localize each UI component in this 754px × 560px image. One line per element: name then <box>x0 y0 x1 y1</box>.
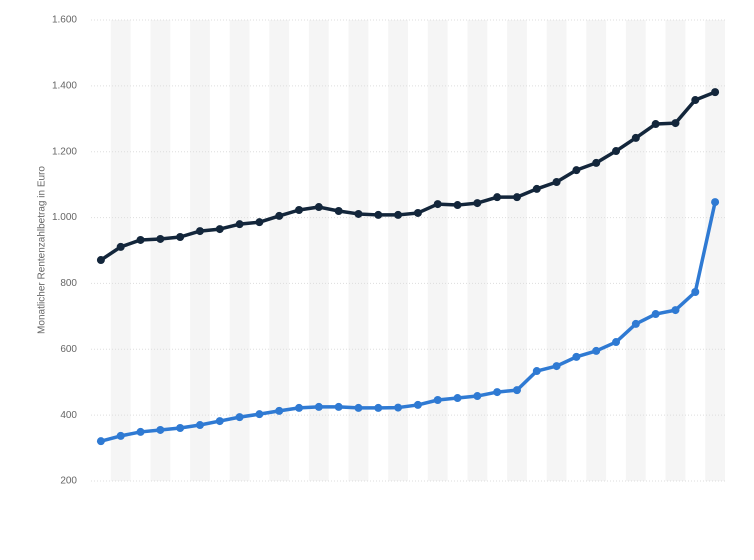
data-point <box>334 206 343 215</box>
data-point <box>136 235 145 244</box>
data-point <box>96 437 105 446</box>
data-point <box>374 210 383 219</box>
data-point <box>215 225 224 234</box>
data-point <box>473 199 482 208</box>
column-stripe <box>467 20 488 481</box>
data-point <box>592 158 601 167</box>
data-point <box>631 319 640 328</box>
data-point <box>314 402 323 411</box>
data-point <box>314 203 323 212</box>
data-point <box>592 346 601 355</box>
data-point <box>691 96 700 105</box>
data-point <box>691 287 700 296</box>
data-point <box>255 218 264 227</box>
data-point <box>275 406 284 415</box>
column-stripe <box>308 20 329 481</box>
column-stripe <box>665 20 686 481</box>
data-point <box>374 403 383 412</box>
data-point <box>275 211 284 220</box>
column-stripe <box>269 20 290 481</box>
data-point <box>354 403 363 412</box>
data-point <box>453 394 462 403</box>
column-stripe <box>388 20 408 481</box>
data-point <box>493 388 502 397</box>
column-stripe <box>546 20 567 481</box>
y-tick-label: 400 <box>60 410 77 421</box>
y-tick-label: 600 <box>60 344 77 355</box>
data-point <box>394 403 403 412</box>
data-point <box>651 120 660 129</box>
y-tick-label: 1.600 <box>52 15 77 26</box>
data-point <box>413 208 422 217</box>
data-point <box>255 410 264 419</box>
column-stripe <box>705 20 725 481</box>
data-point <box>116 242 125 251</box>
column-stripe <box>190 20 210 481</box>
data-point <box>532 184 541 193</box>
data-point <box>295 205 304 214</box>
data-point <box>651 310 660 319</box>
column-stripe <box>150 20 171 481</box>
data-point <box>552 178 561 187</box>
data-point <box>671 306 680 315</box>
data-point <box>631 133 640 142</box>
data-point <box>176 423 185 432</box>
data-point <box>156 425 165 434</box>
y-tick-label: 200 <box>60 476 77 487</box>
data-point <box>532 367 541 376</box>
column-stripe <box>229 20 250 481</box>
data-point <box>116 431 125 440</box>
data-point <box>453 201 462 210</box>
data-point <box>433 395 442 404</box>
data-point <box>572 166 581 175</box>
data-point <box>512 386 521 395</box>
data-point <box>612 338 621 347</box>
data-point <box>552 362 561 371</box>
data-point <box>433 200 442 209</box>
data-point <box>195 421 204 430</box>
data-point <box>413 400 422 409</box>
data-point <box>612 147 621 156</box>
y-axis-label: Monatlicher Rentenzahlbetrag in Euro <box>37 166 48 334</box>
y-tick-label: 1.000 <box>52 212 77 223</box>
data-point <box>473 392 482 401</box>
data-point <box>235 413 244 422</box>
data-point <box>235 220 244 229</box>
data-point <box>572 352 581 361</box>
data-point <box>334 402 343 411</box>
data-point <box>394 210 403 219</box>
data-point <box>512 193 521 202</box>
column-stripe <box>507 20 527 481</box>
column-stripe <box>625 20 646 481</box>
data-point <box>711 198 720 207</box>
data-point <box>711 88 720 97</box>
data-point <box>671 119 680 128</box>
y-tick-label: 1.200 <box>52 146 77 157</box>
data-point <box>96 256 105 265</box>
data-point <box>176 232 185 241</box>
data-point <box>215 417 224 426</box>
data-point <box>493 193 502 202</box>
column-stripe <box>586 20 607 481</box>
column-stripe <box>348 20 369 481</box>
data-point <box>195 227 204 236</box>
data-point <box>295 403 304 412</box>
data-point <box>354 209 363 218</box>
data-point <box>136 427 145 436</box>
column-stripe <box>427 20 448 481</box>
data-point <box>156 234 165 243</box>
y-tick-label: 800 <box>60 278 77 289</box>
y-tick-label: 1.400 <box>52 80 77 91</box>
